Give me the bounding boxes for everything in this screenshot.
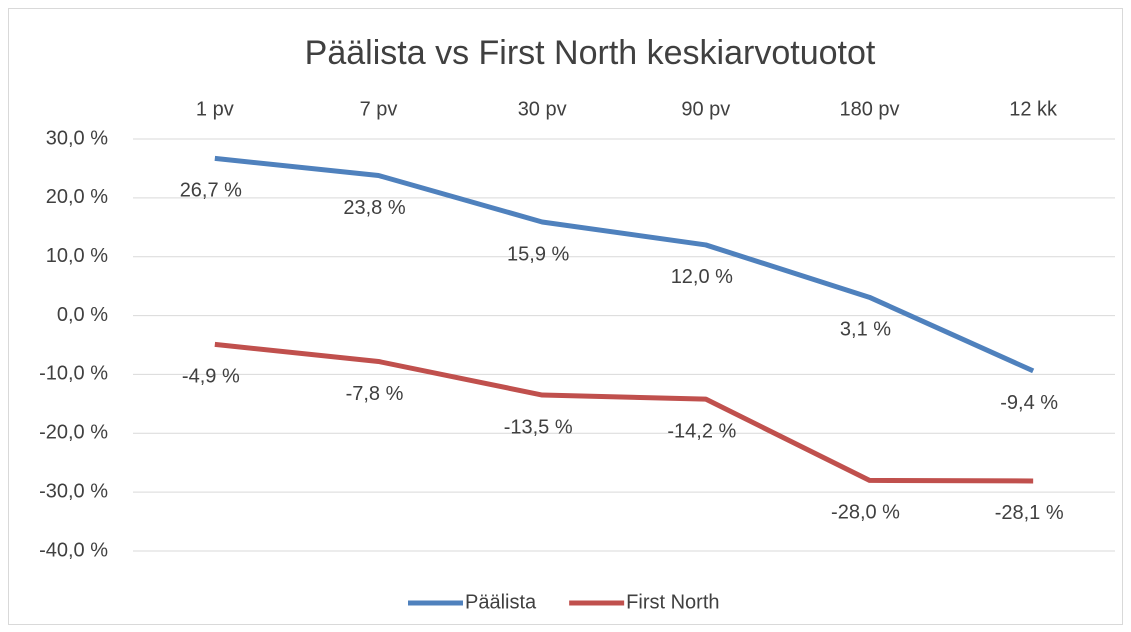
y-tick-label: 20,0 %: [46, 186, 108, 208]
chart-title: Päälista vs First North keskiarvotuotot: [305, 34, 876, 72]
data-label: -14,2 %: [667, 420, 736, 442]
x-tick-label: 1 pv: [196, 98, 234, 120]
data-label: -28,0 %: [831, 502, 900, 524]
chart-border: [8, 8, 1123, 625]
data-label: -28,1 %: [995, 502, 1064, 524]
data-label: -13,5 %: [504, 416, 573, 438]
y-tick-label: 30,0 %: [46, 127, 108, 149]
y-tick-label: 0,0 %: [57, 304, 108, 326]
y-tick-label: -30,0 %: [39, 480, 108, 502]
x-tick-label: 12 kk: [1009, 98, 1058, 120]
data-label: -9,4 %: [1000, 392, 1058, 414]
data-label: -7,8 %: [346, 383, 404, 405]
y-tick-label: -20,0 %: [39, 422, 108, 444]
data-label: 12,0 %: [671, 266, 733, 288]
data-label: 3,1 %: [840, 319, 891, 341]
y-tick-label: -40,0 %: [39, 539, 108, 561]
data-label: 23,8 %: [343, 197, 405, 219]
x-tick-label: 180 pv: [839, 98, 899, 120]
legend-label: First North: [626, 591, 719, 613]
x-tick-label: 30 pv: [518, 98, 567, 120]
x-tick-label: 7 pv: [360, 98, 398, 120]
data-label: 15,9 %: [507, 243, 569, 265]
data-label: 26,7 %: [180, 180, 242, 202]
x-tick-label: 90 pv: [681, 98, 730, 120]
series-line: [214, 155, 1035, 374]
y-tick-label: 10,0 %: [46, 245, 108, 267]
series-line: [214, 341, 1034, 484]
y-tick-label: -10,0 %: [39, 363, 108, 385]
legend-label: Päälista: [465, 591, 537, 613]
data-label: -4,9 %: [182, 366, 240, 388]
